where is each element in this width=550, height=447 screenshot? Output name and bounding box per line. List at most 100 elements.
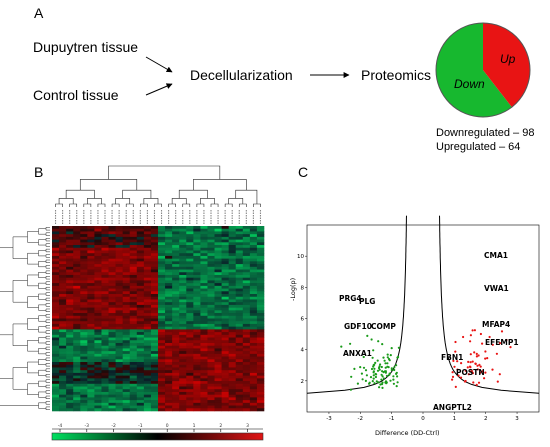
heatmap-cell xyxy=(242,326,251,330)
heatmap-cell xyxy=(108,367,116,371)
y-tick-label: 8 xyxy=(301,285,305,291)
heatmap-cell xyxy=(87,362,95,366)
heatmap-cell xyxy=(150,228,159,232)
heatmap-cell xyxy=(122,226,131,230)
heatmap-cell xyxy=(122,242,131,246)
heatmap-cell xyxy=(101,342,109,347)
heatmap-cell xyxy=(256,386,265,390)
heatmap-cell xyxy=(108,315,116,319)
heatmap-cell xyxy=(80,255,88,259)
panel-a-letter: A xyxy=(34,5,44,21)
heatmap-cell xyxy=(80,332,88,336)
heatmap-cell xyxy=(101,408,109,412)
heatmap-cell xyxy=(172,348,180,352)
heatmap-cell xyxy=(94,231,102,235)
heatmap-cell xyxy=(129,269,138,273)
heatmap-cell xyxy=(158,288,166,292)
heatmap-cell xyxy=(158,342,166,347)
heatmap-cell xyxy=(214,353,222,357)
heatmap-cell xyxy=(115,337,123,341)
heatmap-cell xyxy=(186,362,194,366)
heatmap-cell xyxy=(52,386,60,390)
heatmap-cell xyxy=(108,394,116,398)
heatmap-cell xyxy=(136,342,145,347)
heatmap-cell xyxy=(207,226,215,230)
heatmap-cell xyxy=(87,372,95,376)
volcano-axes xyxy=(305,224,540,414)
heatmap-cell xyxy=(179,258,187,262)
volcano-point-up xyxy=(495,352,498,355)
heatmap-cell xyxy=(122,383,131,387)
volcano-point-down xyxy=(380,378,383,381)
volcano-point-up xyxy=(505,338,508,342)
heatmap-cell xyxy=(87,277,95,281)
heatmap-cell xyxy=(256,367,265,371)
heatmap-cell xyxy=(207,400,215,404)
heatmap-cell xyxy=(108,326,116,330)
volcano-point-up xyxy=(466,366,469,369)
heatmap-cell xyxy=(52,294,60,298)
heatmap-cell xyxy=(143,394,152,398)
heatmap-cell xyxy=(221,337,229,341)
heatmap-cell xyxy=(150,372,159,376)
heatmap-cell xyxy=(158,353,166,357)
heatmap-cell xyxy=(158,294,166,298)
heatmap-cell xyxy=(179,397,187,401)
heatmap-cell xyxy=(207,280,215,284)
heatmap-cell xyxy=(242,323,251,327)
heatmap-cell xyxy=(115,383,123,387)
heatmap-cell xyxy=(214,329,222,333)
heatmap-cell xyxy=(214,261,222,265)
heatmap-cell xyxy=(179,261,187,265)
heatmap-cell xyxy=(94,250,102,254)
heatmap-cell xyxy=(94,337,102,341)
heatmap-cell xyxy=(52,397,60,401)
heatmap-cell xyxy=(221,356,229,360)
heatmap-cell xyxy=(242,405,251,409)
heatmap-cell xyxy=(143,288,152,292)
heatmap-cell xyxy=(228,288,237,292)
heatmap-cell xyxy=(186,340,194,344)
heatmap-cell xyxy=(101,323,109,327)
heatmap-cell xyxy=(87,258,95,262)
heatmap-cell xyxy=(87,370,95,374)
heatmap-cell xyxy=(193,378,201,382)
heatmap-cell xyxy=(172,302,180,306)
heatmap-cell xyxy=(59,381,67,385)
heatmap-cell xyxy=(207,234,215,238)
heatmap-cell xyxy=(228,277,237,281)
heatmap-cell xyxy=(136,234,145,238)
heatmap-cell xyxy=(158,381,166,385)
heatmap-cell xyxy=(186,408,194,412)
heatmap-cell xyxy=(66,323,74,327)
heatmap-cell xyxy=(101,381,109,385)
heatmap-cell xyxy=(249,397,258,401)
heatmap-cell xyxy=(186,378,194,382)
heatmap-cell xyxy=(108,332,116,336)
heatmap-cell xyxy=(172,389,180,393)
heatmap-cell xyxy=(101,386,109,390)
heatmap-cell xyxy=(101,367,109,371)
volcano-point-up xyxy=(477,354,480,357)
heatmap-cell xyxy=(200,299,208,303)
heatmap-cell xyxy=(207,304,215,308)
heatmap-cell xyxy=(235,307,244,311)
heatmap-cell xyxy=(200,239,208,243)
heatmap-cell xyxy=(115,353,123,357)
heatmap-cell xyxy=(87,226,95,230)
heatmap-cell xyxy=(242,383,251,387)
heatmap-cell xyxy=(165,383,173,387)
heatmap-cell xyxy=(94,242,102,246)
heatmap-cell xyxy=(122,296,131,300)
heatmap-cell xyxy=(256,274,265,278)
heatmap-cell xyxy=(228,234,237,238)
heatmap-cell xyxy=(143,375,152,379)
heatmap-cell xyxy=(249,402,258,406)
heatmap-cell xyxy=(73,250,81,254)
heatmap-cell xyxy=(94,291,102,295)
heatmap-cell xyxy=(221,342,229,347)
heatmap-cell xyxy=(242,231,251,235)
heatmap-cell xyxy=(122,236,131,240)
heatmap-cell xyxy=(73,285,81,289)
heatmap-cell xyxy=(87,326,95,330)
